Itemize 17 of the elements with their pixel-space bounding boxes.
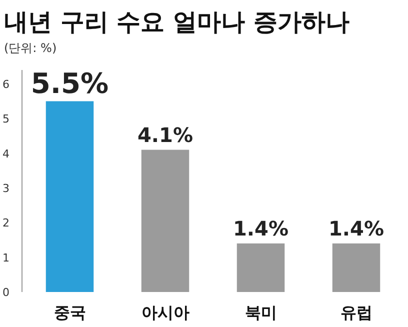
xtick: 아시아 (141, 303, 190, 322)
xtick: 유럽 (340, 303, 372, 322)
ytick: 6 (2, 78, 10, 91)
subtitle: (단위: %) (4, 41, 57, 55)
ytick: 5 (2, 112, 10, 126)
value-label: 4.1% (138, 122, 193, 147)
ytick: 4 (2, 147, 10, 160)
title: 내년 구리 수요 얼마나 증가하나 (4, 8, 350, 36)
xtick: 북미 (244, 303, 277, 322)
ytick: 0 (2, 286, 10, 299)
value-label: 1.4% (328, 216, 384, 240)
value-label: 1.4% (233, 216, 288, 240)
ytick: 2 (2, 216, 10, 230)
ytick: 1 (2, 251, 10, 264)
value-label: 5.5% (30, 67, 109, 100)
xtick: 중국 (54, 303, 86, 322)
ytick: 3 (2, 182, 10, 195)
